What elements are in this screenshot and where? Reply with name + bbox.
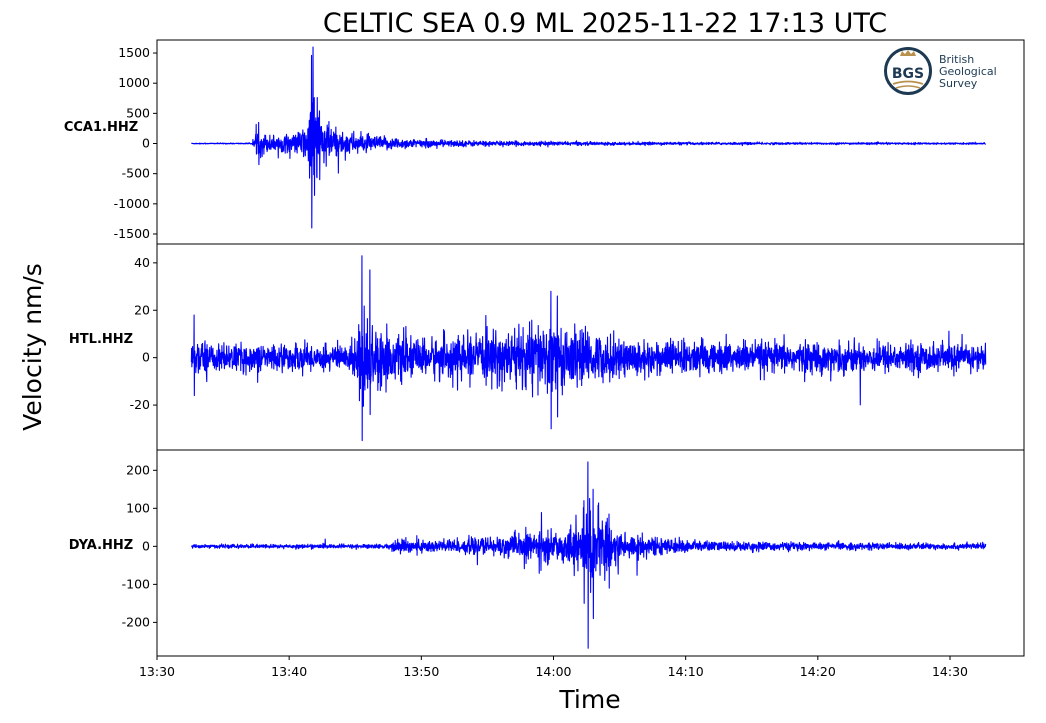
waveform-trace (191, 46, 987, 229)
y-tick-label: 1000 (118, 75, 150, 90)
x-axis-label: Time (558, 685, 620, 714)
y-tick-label: 100 (126, 500, 150, 515)
logo-wave-icon (892, 80, 924, 85)
x-axis-ticks: 13:30 13:40 13:50 14:00 14:10 14:20 14:30 (139, 656, 968, 679)
y-axis-label: Velocity nm/s (18, 263, 47, 431)
station-label: CCA1.HHZ (64, 120, 138, 135)
y-tick-label: -1500 (114, 226, 150, 241)
x-tick-label: 13:50 (403, 664, 439, 679)
seismogram-panels: -1500-1000-500050010001500CCA1.HHZ-20020… (64, 39, 1025, 657)
bgs-logo: BGS British Geological Survey (884, 47, 997, 95)
panel-cca1-hhz: -1500 -1000 -500 0 500 1000 1500 CCA1.HHZ (64, 39, 1025, 245)
y-tick-label: -100 (122, 576, 150, 591)
logo-text-line: Geological (939, 65, 997, 78)
station-label: DYA.HHZ (69, 538, 133, 553)
station-label: HTL.HHZ (69, 332, 133, 347)
y-tick-label: 0 (142, 350, 150, 365)
chart-title: CELTIC SEA 0.9 ML 2025-11-22 17:13 UTC (323, 8, 887, 39)
y-tick-label: -1000 (114, 196, 150, 211)
y-tick-label: 200 (126, 462, 150, 477)
x-tick-label: 14:20 (800, 664, 836, 679)
waveform-trace (190, 255, 987, 442)
y-tick-label: 0 (142, 136, 150, 151)
crown-icon (900, 50, 916, 56)
logo-abbreviation: BGS (892, 66, 924, 82)
logo-text-line: British (939, 53, 974, 66)
x-tick-label: 14:30 (932, 664, 968, 679)
y-tick-label: 1500 (118, 45, 150, 60)
y-tick-label: -200 (122, 614, 150, 629)
logo-text-line: Survey (939, 77, 978, 90)
panel-dya-hhz: -200 -100 0 100 200 DYA.HHZ (69, 449, 1025, 657)
y-tick-label: -20 (130, 397, 150, 412)
y-tick-label: -500 (122, 166, 150, 181)
logo-wave-icon (895, 85, 921, 89)
x-tick-label: 13:30 (139, 664, 175, 679)
panel-htl-hhz: -20 0 20 40 HTL.HHZ (69, 243, 1025, 451)
y-tick-label: 0 (142, 538, 150, 553)
y-tick-label: 40 (134, 255, 150, 270)
x-tick-label: 14:10 (668, 664, 704, 679)
x-tick-label: 14:00 (535, 664, 571, 679)
y-tick-label: 20 (134, 302, 150, 317)
x-tick-label: 13:40 (271, 664, 307, 679)
y-tick-label: 500 (126, 105, 150, 120)
waveform-trace (191, 461, 987, 649)
